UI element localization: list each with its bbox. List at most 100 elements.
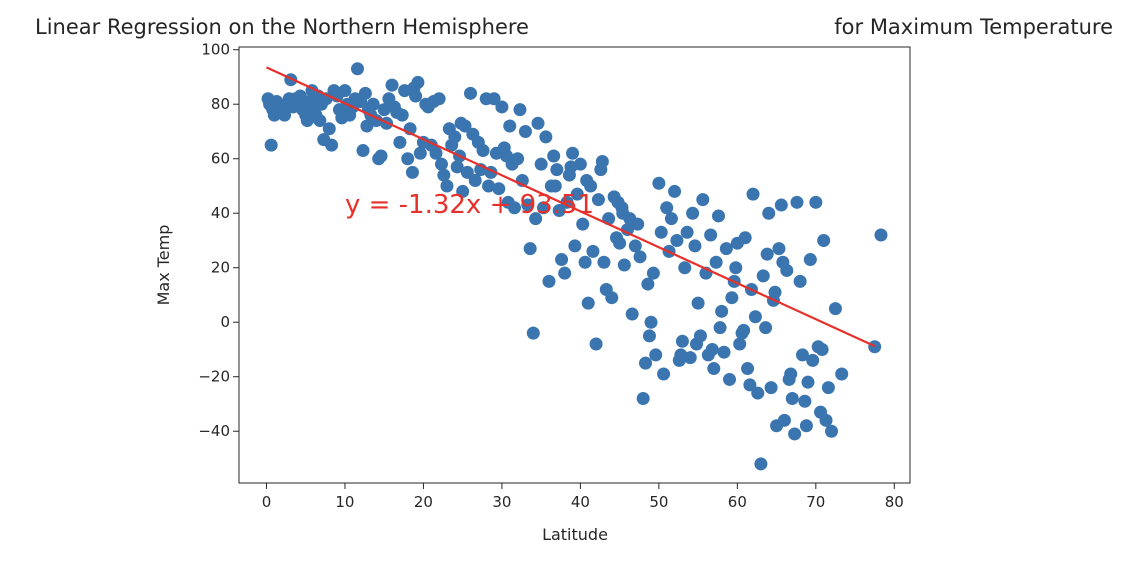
data-point — [407, 81, 421, 95]
data-point — [729, 261, 743, 275]
y-axis-label: Max Temp — [154, 225, 173, 306]
data-point — [704, 228, 718, 242]
data-point — [558, 266, 572, 280]
data-point — [513, 103, 527, 117]
y-tick-label: 20 — [211, 259, 230, 277]
data-point — [313, 114, 327, 128]
data-point — [501, 195, 515, 209]
data-point — [760, 247, 774, 261]
data-point — [550, 163, 564, 177]
data-point — [713, 321, 727, 335]
data-point — [741, 362, 755, 376]
data-point — [678, 261, 692, 275]
data-point — [274, 100, 288, 114]
data-point — [589, 337, 603, 351]
data-point — [356, 144, 370, 158]
data-point — [733, 337, 747, 351]
data-point — [460, 165, 474, 179]
data-point — [611, 195, 625, 209]
data-point — [537, 201, 551, 215]
data-point — [325, 138, 339, 152]
x-tick-label: 60 — [728, 493, 747, 511]
data-point — [613, 236, 627, 250]
y-tick-label: 0 — [220, 313, 230, 331]
chart-title-left: Linear Regression on the Northern Hemisp… — [35, 15, 529, 39]
data-point — [754, 457, 768, 471]
data-point — [688, 239, 702, 253]
regression-equation: y = -1.32x + 93.51 — [345, 190, 594, 220]
data-point — [686, 206, 700, 220]
data-point — [668, 184, 682, 198]
data-point — [492, 182, 506, 196]
data-point — [566, 146, 580, 160]
data-point — [785, 392, 799, 406]
data-point — [564, 160, 578, 174]
data-point — [719, 242, 733, 256]
data-point — [393, 135, 407, 149]
data-point — [464, 86, 478, 100]
data-point — [751, 386, 765, 400]
data-point — [548, 179, 562, 193]
y-tick-label: 80 — [211, 95, 230, 113]
y-tick-label: −20 — [198, 368, 230, 386]
x-tick-label: 20 — [414, 493, 433, 511]
data-point — [503, 119, 517, 133]
data-point — [762, 206, 776, 220]
x-tick-label: 10 — [335, 493, 354, 511]
data-point — [351, 62, 365, 76]
data-point — [487, 92, 501, 106]
data-point — [809, 195, 823, 209]
data-point — [518, 124, 532, 138]
data-point — [798, 394, 812, 408]
x-axis: 0 10 20 30 40 50 60 70 80 — [262, 483, 904, 511]
data-point — [529, 212, 543, 226]
data-point — [385, 78, 399, 92]
x-tick-label: 30 — [492, 493, 511, 511]
y-tick-label: 60 — [211, 150, 230, 168]
data-point — [776, 255, 790, 269]
data-point — [617, 258, 631, 272]
x-tick-label: 0 — [262, 493, 272, 511]
y-tick-label: 100 — [201, 41, 230, 59]
data-point — [801, 375, 815, 389]
data-point — [644, 315, 658, 329]
data-point — [825, 424, 839, 438]
data-point — [360, 119, 374, 133]
data-point — [264, 138, 278, 152]
data-point — [413, 146, 427, 160]
data-point — [620, 223, 634, 237]
data-point — [803, 253, 817, 267]
data-point — [555, 253, 569, 267]
data-point — [664, 212, 678, 226]
data-point — [680, 225, 694, 239]
data-point — [712, 209, 726, 223]
data-point — [526, 326, 540, 340]
data-point — [534, 157, 548, 171]
data-point — [495, 100, 509, 114]
data-point — [691, 296, 705, 310]
data-point — [819, 413, 833, 427]
data-point — [454, 116, 468, 130]
data-point — [542, 274, 556, 288]
data-point — [868, 340, 882, 354]
data-point — [448, 130, 462, 144]
data-point — [738, 231, 752, 245]
data-point — [322, 122, 336, 136]
data-point — [795, 348, 809, 362]
data-point — [432, 92, 446, 106]
data-point — [539, 130, 553, 144]
data-point — [646, 266, 660, 280]
data-point — [674, 348, 688, 362]
data-point — [641, 277, 655, 291]
data-point — [366, 97, 380, 111]
data-point — [743, 378, 757, 392]
data-point — [737, 323, 751, 337]
data-point — [405, 165, 419, 179]
data-point — [581, 296, 595, 310]
x-axis-label: Latitude — [542, 525, 608, 544]
data-point — [774, 198, 788, 212]
data-point — [511, 152, 525, 166]
data-point — [531, 116, 545, 130]
data-point — [815, 342, 829, 356]
